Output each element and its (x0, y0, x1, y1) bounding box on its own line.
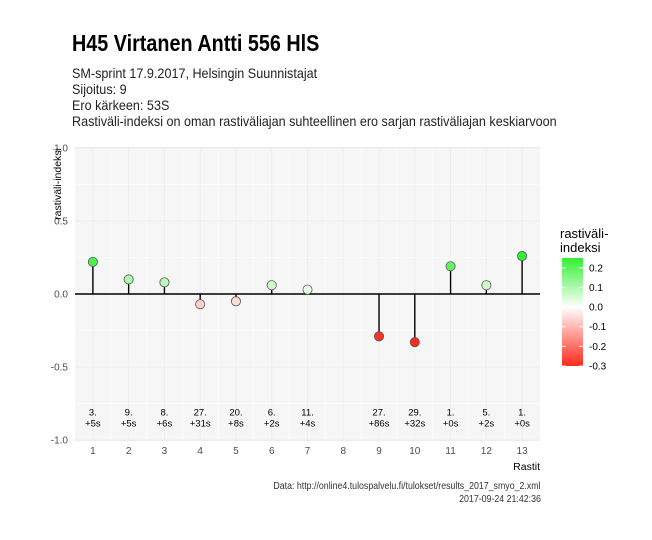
subtitle-description: Rastiväli-indeksi on oman rastiväliajan … (72, 113, 557, 129)
subtitle-gap: Ero kärkeen: 53S (72, 97, 170, 113)
y-tick-label: 0.5 (54, 217, 68, 228)
lollipop-point (374, 331, 385, 342)
x-tick-label: 10 (409, 446, 421, 457)
subtitle-placing: Sijoitus: 9 (72, 81, 127, 97)
lollipop-point (481, 280, 492, 291)
rank-label: 20. (229, 407, 242, 418)
rank-label: 3. (89, 407, 97, 418)
legend-title: rastiväli- (560, 226, 608, 241)
legend-tick-label: 0.2 (589, 263, 603, 274)
y-tick-label: -0.5 (51, 363, 69, 374)
y-tick-label: 1.0 (54, 144, 68, 155)
lollipop-point (123, 274, 134, 285)
chart-title: H45 Virtanen Antti 556 HlS (72, 30, 320, 56)
lollipop-point (87, 256, 98, 267)
time-diff-label: +8s (228, 418, 244, 429)
x-tick-label: 3 (162, 446, 168, 457)
time-diff-label: +2s (264, 418, 280, 429)
rank-label: 11. (301, 407, 314, 418)
lollipop-point (195, 299, 206, 310)
rank-label: 27. (194, 407, 207, 418)
x-axis-title: Rastit (513, 461, 540, 473)
legend-colorbar (562, 258, 583, 366)
subtitle-event: SM-sprint 17.9.2017, Helsingin Suunnista… (72, 65, 318, 81)
lollipop-point (266, 280, 277, 291)
time-diff-label: +2s (479, 418, 495, 429)
time-diff-label: +32s (404, 418, 425, 429)
rank-label: 9. (125, 407, 133, 418)
rank-label: 29. (408, 407, 421, 418)
lollipop-point (445, 261, 456, 272)
rank-label: 1. (447, 407, 455, 418)
legend-tick-label: 0.1 (589, 283, 603, 294)
time-diff-label: +4s (300, 418, 316, 429)
x-tick-label: 12 (481, 446, 493, 457)
rank-label: 8. (160, 407, 168, 418)
time-diff-label: +5s (121, 418, 137, 429)
y-tick-label: 0.0 (54, 290, 68, 301)
legend-tick-label: -0.1 (589, 322, 607, 333)
caption-timestamp: 2017-09-24 21:42:36 (459, 494, 541, 505)
time-diff-label: +5s (85, 418, 101, 429)
x-tick-label: 13 (517, 446, 529, 457)
lollipop-point (409, 337, 420, 348)
x-tick-label: 1 (90, 446, 96, 457)
rank-label: 27. (372, 407, 385, 418)
time-diff-label: +6s (157, 418, 173, 429)
lollipop-point (159, 277, 170, 288)
x-tick-label: 8 (340, 446, 346, 457)
x-tick-label: 11 (445, 446, 456, 457)
x-tick-label: 5 (233, 446, 239, 457)
legend-tick-label: -0.3 (589, 362, 607, 373)
x-tick-label: 9 (376, 446, 382, 457)
lollipop-point (230, 296, 241, 307)
legend-tick-label: -0.2 (589, 342, 607, 353)
plot-area: -1.0-0.50.00.51.01 2 3 4 5 6 7 8 9 10 11 12 13Rastit… (51, 144, 540, 474)
color-legend: rastiväli-indeksi 0.2 0.1 0.0 -0.1 -0.2 -0.3 (560, 226, 608, 373)
time-diff-label: +0s (443, 418, 459, 429)
time-diff-label: +31s (190, 418, 211, 429)
time-diff-label: +86s (369, 418, 390, 429)
x-tick-label: 2 (126, 446, 132, 457)
lollipop-point (302, 284, 313, 295)
time-diff-label: +0s (514, 418, 530, 429)
x-tick-label: 7 (305, 446, 311, 457)
x-tick-label: 6 (269, 446, 275, 457)
rank-label: 6. (268, 407, 276, 418)
legend-title: indeksi (560, 240, 601, 255)
legend-tick-label: 0.0 (589, 303, 603, 314)
x-tick-label: 4 (197, 446, 203, 457)
y-tick-label: -1.0 (51, 436, 69, 447)
rank-label: 5. (482, 407, 490, 418)
caption-source: Data: http://online4.tulospalvelu.fi/tul… (273, 481, 541, 492)
y-axis-title: rastiväli-indeksi (52, 148, 64, 220)
lollipop-point (517, 251, 528, 262)
rank-label: 1. (518, 407, 526, 418)
